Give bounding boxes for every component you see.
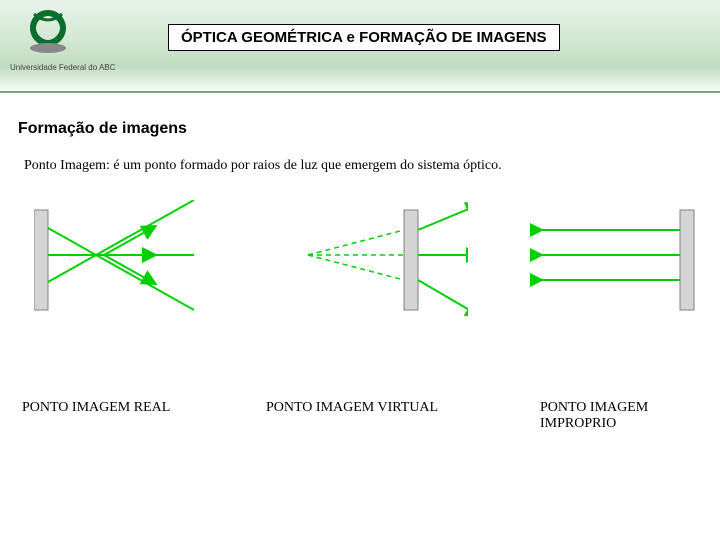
diagram-row <box>0 200 720 350</box>
label-virtual: PONTO IMAGEM VIRTUAL <box>266 400 438 416</box>
header-divider <box>0 91 720 93</box>
diagram-improprio <box>530 200 700 330</box>
barrier <box>680 210 694 310</box>
barrier <box>34 210 48 310</box>
logo-icon <box>24 8 72 56</box>
section-heading: Formação de imagens <box>18 120 187 138</box>
diagram-real <box>34 200 214 330</box>
university-logo: Universidade Federal do ABC <box>10 8 130 88</box>
section-description: Ponto Imagem: é um ponto formado por rai… <box>24 158 502 174</box>
university-name: Universidade Federal do ABC <box>10 63 130 72</box>
label-real: PONTO IMAGEM REAL <box>22 400 170 416</box>
diagram-virtual <box>268 200 468 330</box>
barrier <box>404 210 418 310</box>
label-improprio: PONTO IMAGEM IMPROPRIO <box>540 400 690 432</box>
page-title: ÓPTICA GEOMÉTRICA e FORMAÇÃO DE IMAGENS <box>168 24 560 51</box>
